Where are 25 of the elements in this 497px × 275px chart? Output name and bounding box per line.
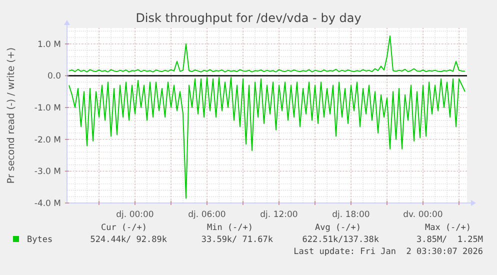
y-tick-label: -3.0 M: [34, 167, 61, 178]
text: Min (-/+): [206, 223, 254, 233]
text: Max (-/+): [424, 223, 472, 233]
text: 3.85M/ 1.25M: [416, 235, 483, 245]
text: 524.44k/ 92.89k: [90, 235, 167, 245]
y-tick-label: -1.0 M: [34, 104, 61, 114]
y-axis-title: Pr second read (-) / write (+): [6, 47, 17, 184]
text: 622.51k/137.38k: [302, 235, 379, 245]
x-tick-label: dj. 18:00: [332, 210, 370, 220]
y-tick-label: 0.0: [47, 72, 61, 82]
text: Cur (-/+): [100, 223, 148, 233]
line-series: [68, 76, 466, 199]
y-tick-label: 1.0 M: [37, 40, 61, 50]
x-tick-label: dj. 00:00: [116, 210, 154, 220]
text: Avg (-/+): [314, 223, 362, 233]
chart-title: Disk throughput for /dev/vda - by day: [136, 11, 362, 25]
y-tick-label: -4.0 M: [34, 199, 61, 209]
y-tick-label: -2.0 M: [34, 135, 61, 146]
x-tick-label: dj. 06:00: [188, 210, 226, 220]
legend-label: Bytes: [27, 235, 53, 245]
text: 33.59k/ 71.67k: [201, 235, 273, 245]
x-tick-label: dv. 00:00: [403, 210, 443, 220]
line-series: [68, 35, 466, 72]
x-tick-label: dj. 12:00: [260, 210, 298, 220]
text: Last update: Fri Jan 2 03:30:07 2026: [294, 247, 483, 257]
